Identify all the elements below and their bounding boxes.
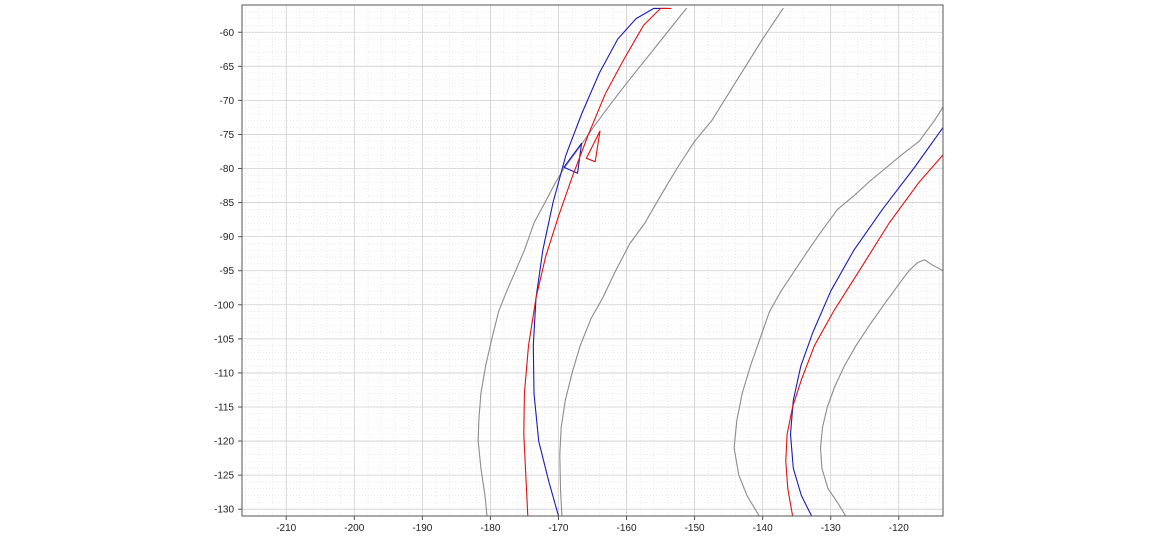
y-tick-label: -110 [215,368,235,379]
x-tick-label: -140 [753,523,773,534]
x-tick-label: -180 [480,523,500,534]
plot-frame [241,4,944,517]
series-line-3 [733,106,944,517]
series-line-2 [559,7,784,517]
series-line-4 [819,259,944,517]
series-line-8 [523,7,672,517]
series-line-5 [532,7,668,517]
y-tick-label: -85 [220,198,235,209]
y-tick-label: -100 [214,300,234,311]
y-tick-label: -120 [214,437,234,448]
x-tick-label: -120 [889,523,909,534]
axis-ticks: -210 -200 -190 -180 -170 -160 -150 -140 -130 -120… [214,28,909,534]
y-tick-label: -105 [214,334,234,345]
y-tick-label: -80 [220,164,235,175]
series-line-7 [789,127,944,517]
x-tick-label: -170 [548,523,568,534]
x-tick-label: -190 [412,523,432,534]
y-tick-label: -90 [220,232,235,243]
x-tick-label: -210 [276,523,296,534]
y-tick-label: -115 [215,402,235,413]
series-group [477,7,944,517]
x-tick-label: -200 [344,523,364,534]
y-tick-label: -75 [220,130,235,141]
y-tick-label: -60 [220,28,235,39]
y-tick-label: -70 [220,96,235,107]
x-tick-label: -160 [617,523,637,534]
plot-background [242,5,943,516]
x-tick-label: -150 [685,523,705,534]
x-tick-label: -130 [821,523,841,534]
series-line-10 [785,154,944,517]
series-line-9 [585,130,601,163]
y-tick-label: -130 [214,505,234,516]
y-tick-label: -95 [220,266,235,277]
series-line-1 [477,7,687,517]
y-tick-label: -65 [220,62,235,73]
y-tick-label: -125 [214,471,234,482]
